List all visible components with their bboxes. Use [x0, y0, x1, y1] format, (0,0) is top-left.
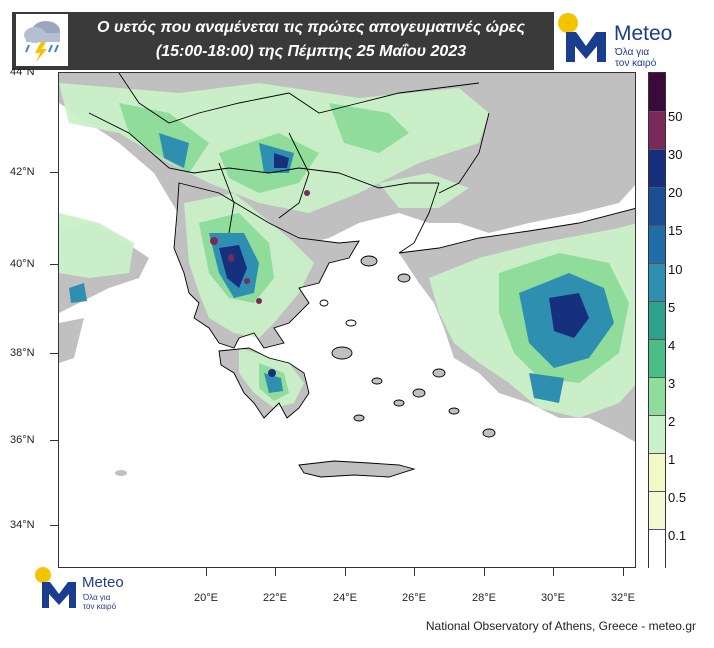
sun-icon: [558, 13, 578, 33]
colorbar-segment: [649, 453, 665, 493]
map-canvas: [59, 73, 635, 478]
lat-tick: [50, 353, 58, 354]
lon-tick: [345, 568, 346, 576]
logo-tagline-2: τον καιρό: [83, 602, 117, 611]
colorbar-label: 30: [668, 147, 683, 162]
colorbar-label: 50: [668, 109, 683, 124]
credit-text: National Observatory of Athens, Greece -…: [425, 619, 696, 633]
lat-label-44: 44°N: [10, 66, 35, 78]
precipitation-map: [58, 72, 636, 568]
sun-icon: [35, 567, 51, 583]
m-mark-icon: [42, 582, 76, 608]
lat-label-34: 34°N: [10, 519, 35, 531]
colorbar-segment: [649, 529, 665, 569]
lon-label-30: 30°E: [541, 592, 565, 604]
colorbar-segment: [649, 111, 665, 151]
lon-tick: [623, 568, 624, 576]
logo-name: Meteo: [82, 574, 124, 591]
colorbar-segment: [649, 149, 665, 189]
colorbar-segment: [649, 377, 665, 417]
logo-tagline-2: τον καιρό: [615, 58, 657, 69]
lon-tick: [414, 568, 415, 576]
colorbar-segment: [649, 225, 665, 265]
logo-tagline-1: Όλα για: [83, 593, 111, 602]
lon-tick: [484, 568, 485, 576]
lon-label-28: 28°E: [472, 592, 496, 604]
title-banner: [12, 12, 554, 70]
colorbar-segment: [649, 263, 665, 303]
colorbar-label: 20: [668, 185, 683, 200]
precipitation-colorbar: [648, 72, 666, 569]
lat-label-40: 40°N: [10, 258, 35, 270]
page-title: Ο υετός που αναμένεται τις πρώτες απογευ…: [72, 14, 550, 70]
colorbar-label: 3: [668, 376, 676, 391]
title-line-1: Ο υετός που αναμένεται τις πρώτες απογευ…: [97, 19, 525, 36]
lat-label-42: 42°N: [10, 166, 35, 178]
lon-tick: [275, 568, 276, 576]
colorbar-label: 5: [668, 300, 676, 315]
logo-tagline-1: Όλα για: [615, 47, 650, 58]
lat-label-38: 38°N: [10, 347, 35, 359]
lat-tick: [50, 264, 58, 265]
lon-tick: [206, 568, 207, 576]
colorbar-label: 2: [668, 414, 676, 429]
m-mark-icon: [566, 32, 606, 62]
colorbar-segment: [649, 491, 665, 531]
colorbar-label: 1: [668, 452, 676, 467]
lat-tick: [50, 440, 58, 441]
colorbar-label: 10: [668, 262, 683, 277]
lon-tick: [553, 568, 554, 576]
lat-tick: [50, 172, 58, 173]
colorbar-label: 15: [668, 223, 683, 238]
meteo-logo: Meteo Όλα για τον καιρό: [556, 10, 704, 70]
colorbar-label: 4: [668, 338, 676, 353]
lon-label-24: 24°E: [333, 592, 357, 604]
colorbar-segment: [649, 339, 665, 379]
cloud-rain-lightning-icon: [16, 14, 68, 66]
lon-label-20: 20°E: [194, 592, 218, 604]
lon-label-22: 22°E: [263, 592, 287, 604]
colorbar-label: 0.5: [668, 490, 687, 505]
colorbar-segment: [649, 301, 665, 341]
lon-label-26: 26°E: [402, 592, 426, 604]
title-line-2: (15:00-18:00) της Πέμπτης 25 Μαΐου 2023: [155, 43, 467, 60]
logo-name: Meteo: [614, 22, 673, 45]
meteo-logo-bottom: Meteo Όλα για τον καιρό: [34, 566, 154, 614]
lat-label-36: 36°N: [10, 434, 35, 446]
country-borders: [88, 73, 635, 478]
colorbar-segment: [649, 73, 665, 112]
colorbar-label: 0.1: [668, 528, 687, 543]
lon-label-32: 32°E: [611, 592, 635, 604]
colorbar-segment: [649, 415, 665, 455]
colorbar-segment: [649, 187, 665, 227]
lat-tick: [50, 525, 58, 526]
precipitation-overlay: [59, 83, 635, 418]
